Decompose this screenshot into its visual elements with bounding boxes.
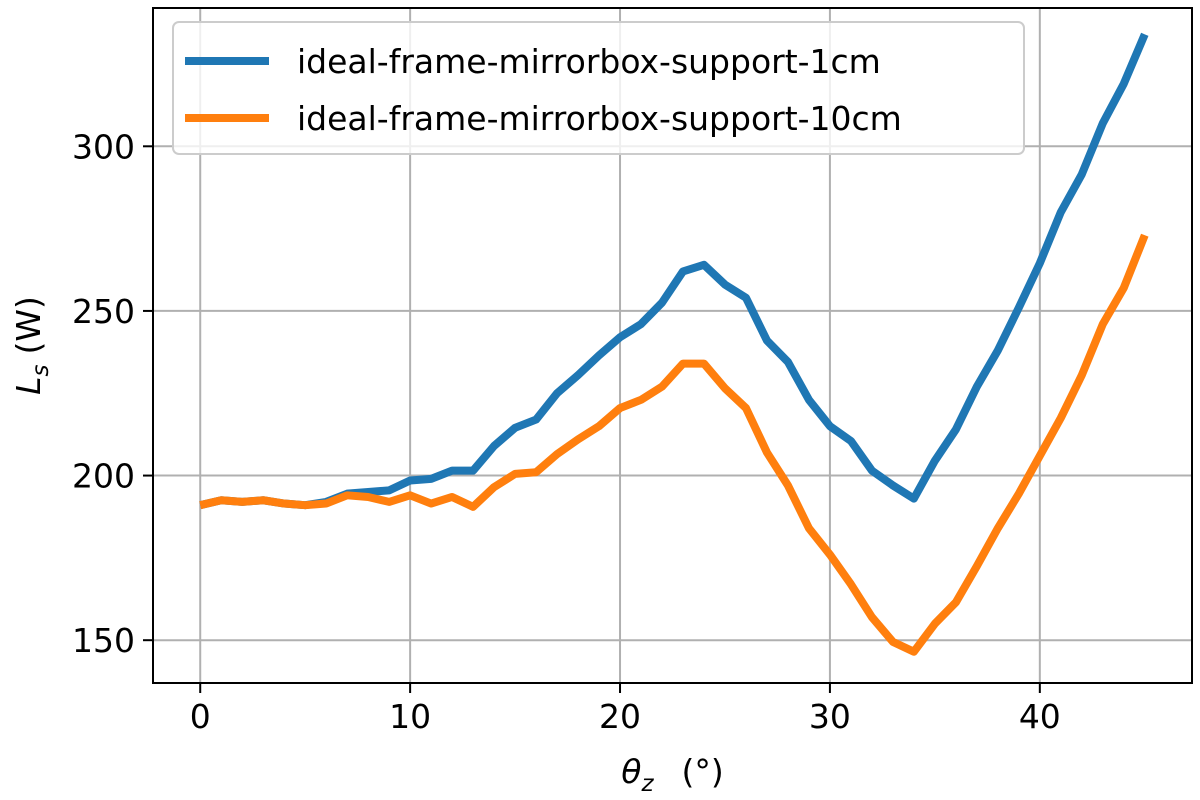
- plot-frame: [152, 7, 1193, 684]
- y-axis-symbol: L: [9, 376, 48, 394]
- legend-label-10cm: ideal-frame-mirrorbox-support-10cm: [297, 99, 902, 138]
- y-tick-label: 300: [72, 127, 135, 166]
- x-axis-symbol: θ: [621, 752, 641, 791]
- x-tick-label: 0: [190, 697, 211, 736]
- legend-label-1cm: ideal-frame-mirrorbox-support-1cm: [297, 42, 881, 81]
- y-tick-label: 200: [72, 457, 135, 496]
- x-tick-label: 10: [389, 697, 431, 736]
- y-axis-unit: (W): [9, 296, 48, 354]
- series-layer: [199, 32, 1149, 656]
- y-tick-label: 150: [72, 621, 135, 660]
- legend-box: [172, 21, 1025, 155]
- legend: ideal-frame-mirrorbox-support-1cm ideal-…: [172, 21, 1025, 155]
- x-tick-label: 30: [809, 697, 851, 736]
- y-tick-label: 250: [72, 292, 135, 331]
- x-axis-unit: (°): [682, 752, 724, 791]
- series-line-10cm: [199, 233, 1149, 656]
- x-axis-subscript: z: [640, 771, 654, 797]
- x-tick-label: 40: [1019, 697, 1061, 736]
- y-axis-label: Ls (W): [9, 296, 54, 395]
- x-axis-label: θz (°): [621, 752, 724, 797]
- ticks: 0 10 20 30 40 150 200 250 300: [72, 127, 1061, 736]
- x-tick-label: 20: [599, 697, 641, 736]
- y-axis-subscript: s: [28, 364, 54, 376]
